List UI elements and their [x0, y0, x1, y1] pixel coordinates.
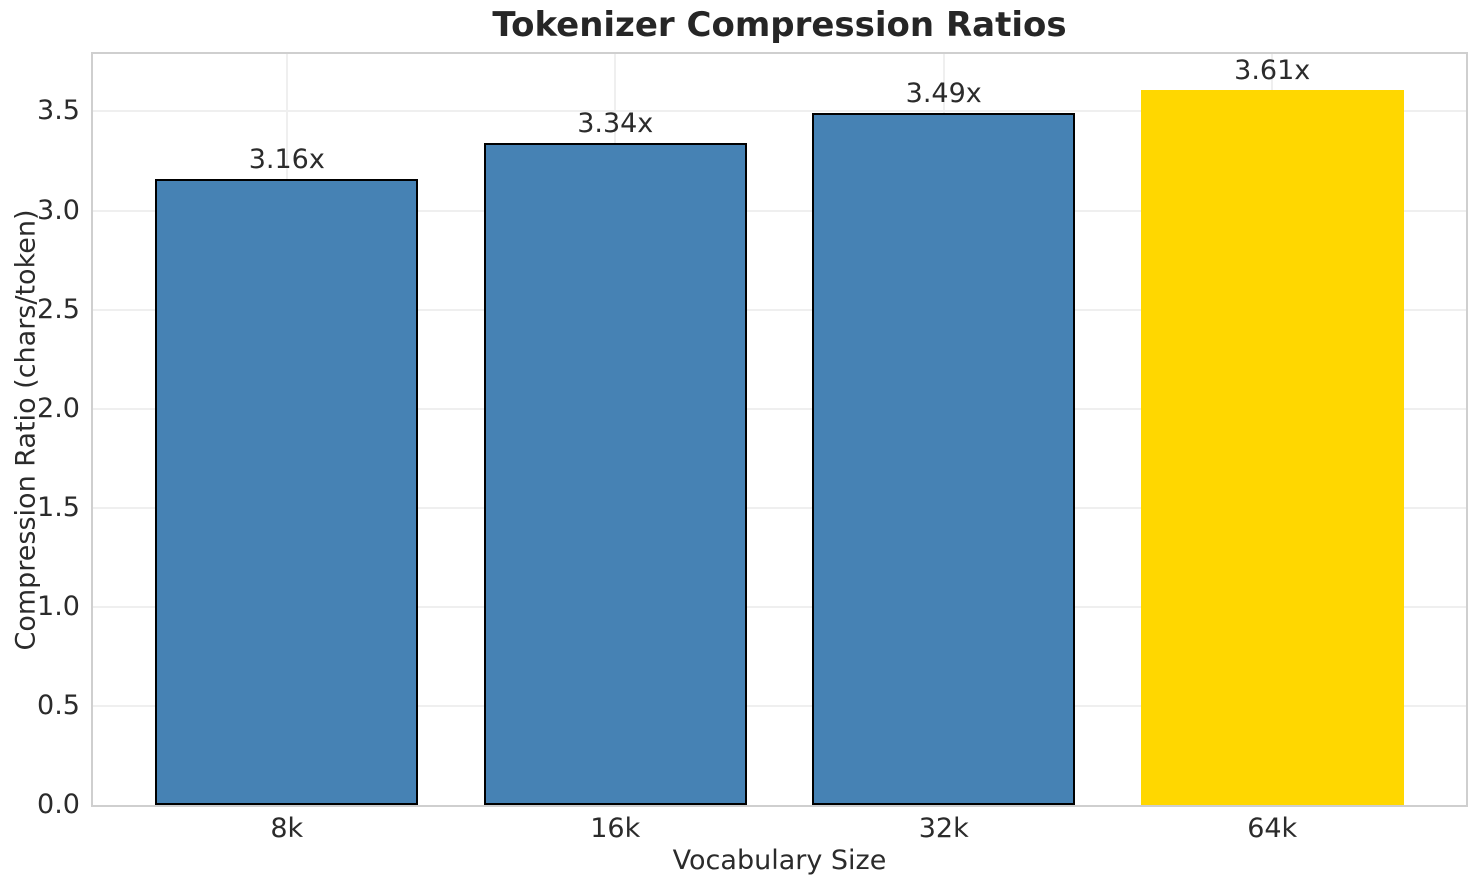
chart-title: Tokenizer Compression Ratios: [492, 5, 1067, 45]
y-axis-label: Compression Ratio (chars/token): [10, 209, 42, 651]
y-tick-label: 2.5: [37, 293, 80, 325]
y-tick-label: 1.0: [37, 590, 80, 622]
x-tick-label: 64k: [1247, 813, 1298, 844]
y-tick-label: 3.5: [37, 95, 80, 127]
y-tick-label: 2.0: [37, 392, 80, 424]
y-tick-label: 1.5: [37, 491, 80, 523]
plot-area: 3.16x 3.34x 3.49x 3.61x: [91, 52, 1468, 807]
bar-value-label: 3.34x: [577, 108, 654, 140]
bar-32k: [812, 113, 1076, 805]
x-axis-label: Vocabulary Size: [672, 845, 887, 876]
y-tick-label: 0.5: [37, 689, 80, 721]
gridline-horizontal: [93, 308, 1466, 311]
gridline-horizontal: [93, 605, 1466, 608]
bar-value-label: 3.16x: [248, 143, 325, 175]
bar-16k: [483, 143, 747, 805]
x-tick-label: 16k: [590, 813, 641, 844]
bar-value-label: 3.49x: [905, 78, 982, 110]
bar-value-label: 3.61x: [1234, 54, 1311, 86]
bar-64k: [1140, 89, 1404, 805]
bar-8k: [155, 178, 419, 805]
gridline-horizontal: [93, 407, 1466, 410]
gridline-horizontal: [93, 209, 1466, 212]
x-tick-label: 8k: [270, 813, 304, 844]
y-tick-label: 0.0: [37, 789, 80, 820]
x-tick-label: 32k: [918, 813, 969, 844]
y-tick-label: 3.0: [37, 194, 80, 226]
gridline-horizontal: [93, 110, 1466, 113]
gridline-horizontal: [93, 506, 1466, 509]
gridline-horizontal: [93, 704, 1466, 707]
